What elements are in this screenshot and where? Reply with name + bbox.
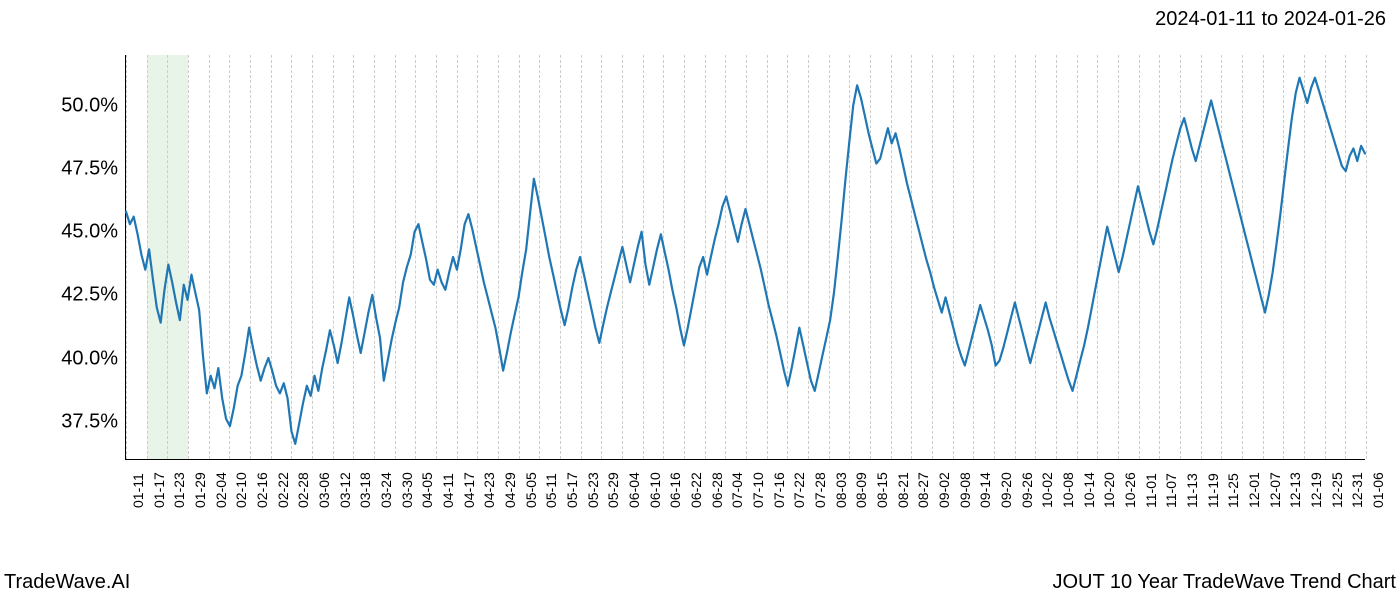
date-range-label: 2024-01-11 to 2024-01-26: [1155, 8, 1386, 31]
x-tick-label: 01-17: [151, 472, 167, 508]
x-tick-label: 03-12: [337, 472, 353, 508]
x-tick-label: 10-02: [1039, 472, 1055, 508]
x-tick-label: 11-13: [1184, 473, 1200, 508]
y-tick-label: 42.5%: [61, 284, 118, 307]
x-tick-label: 04-17: [461, 472, 477, 508]
x-tick-label: 08-21: [895, 472, 911, 508]
x-tick-label: 09-08: [957, 472, 973, 508]
x-tick-label: 02-16: [254, 472, 270, 508]
x-tick-label: 08-15: [874, 472, 890, 508]
x-tick-label: 12-31: [1349, 472, 1365, 508]
x-tick-label: 04-29: [502, 472, 518, 508]
y-tick-label: 45.0%: [61, 221, 118, 244]
x-tick-label: 05-29: [605, 472, 621, 508]
x-tick-label: 12-25: [1329, 472, 1345, 508]
x-tick-label: 06-16: [667, 472, 683, 508]
x-tick-label: 12-19: [1308, 472, 1324, 508]
y-tick-label: 50.0%: [61, 94, 118, 117]
x-tick-label: 10-08: [1060, 472, 1076, 508]
x-tick-label: 02-04: [213, 472, 229, 508]
x-tick-label: 08-09: [853, 472, 869, 508]
y-tick-label: 47.5%: [61, 157, 118, 180]
x-tick-label: 06-28: [709, 472, 725, 508]
x-tick-label: 12-13: [1287, 472, 1303, 508]
x-tick-label: 01-06: [1370, 472, 1386, 508]
x-tick-label: 09-26: [1019, 472, 1035, 508]
x-tick-label: 02-28: [295, 472, 311, 508]
x-tick-label: 12-01: [1246, 472, 1262, 508]
x-tick-label: 02-10: [233, 472, 249, 508]
y-tick-label: 40.0%: [61, 347, 118, 370]
x-tick-label: 09-02: [936, 472, 952, 508]
x-tick-label: 10-26: [1122, 472, 1138, 508]
x-tick-label: 11-07: [1163, 473, 1179, 508]
x-tick-label: 08-03: [833, 472, 849, 508]
x-tick-label: 03-06: [316, 472, 332, 508]
x-tick-label: 07-28: [812, 472, 828, 508]
x-tick-label: 11-01: [1143, 473, 1159, 508]
x-tick-label: 06-04: [626, 472, 642, 508]
trend-line: [126, 55, 1365, 459]
footer-chart-title: JOUT 10 Year TradeWave Trend Chart: [1052, 571, 1396, 594]
x-tick-label: 06-10: [647, 472, 663, 508]
x-tick-label: 11-25: [1225, 473, 1241, 508]
x-tick-label: 01-29: [192, 472, 208, 508]
x-tick-label: 11-19: [1205, 473, 1221, 508]
x-tick-label: 09-14: [977, 472, 993, 508]
x-tick-label: 10-20: [1101, 472, 1117, 508]
x-tick-label: 07-04: [729, 472, 745, 508]
x-tick-label: 05-17: [564, 472, 580, 508]
x-tick-label: 03-24: [378, 472, 394, 508]
x-tick-label: 07-16: [771, 472, 787, 508]
footer-brand: TradeWave.AI: [4, 571, 130, 594]
x-tick-label: 04-11: [440, 473, 456, 508]
x-tick-label: 03-30: [399, 472, 415, 508]
y-tick-label: 37.5%: [61, 411, 118, 434]
x-tick-label: 07-22: [791, 472, 807, 508]
x-tick-label: 02-22: [275, 472, 291, 508]
x-tick-label: 01-11: [130, 473, 146, 508]
x-tick-label: 09-20: [998, 472, 1014, 508]
x-tick-label: 12-07: [1267, 472, 1283, 508]
x-tick-label: 05-11: [543, 473, 559, 508]
x-tick-label: 01-23: [171, 472, 187, 508]
x-tick-label: 05-23: [585, 472, 601, 508]
x-tick-label: 04-23: [481, 472, 497, 508]
x-tick-label: 05-05: [523, 472, 539, 508]
x-tick-label: 03-18: [357, 472, 373, 508]
x-tick-label: 06-22: [688, 472, 704, 508]
x-tick-label: 08-27: [915, 472, 931, 508]
chart-plot-area: [125, 55, 1365, 460]
x-tick-label: 07-10: [750, 472, 766, 508]
x-tick-label: 10-14: [1081, 472, 1097, 508]
x-tick-label: 04-05: [419, 472, 435, 508]
